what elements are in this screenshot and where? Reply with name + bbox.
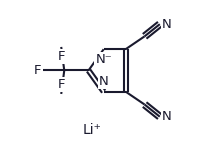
Text: N: N (162, 110, 172, 123)
Text: F: F (57, 50, 65, 63)
Text: F: F (57, 78, 65, 91)
Text: Li⁺: Li⁺ (83, 123, 102, 137)
Text: N: N (99, 75, 109, 88)
Text: N: N (162, 18, 172, 31)
Text: F: F (33, 64, 41, 77)
Text: N⁻: N⁻ (95, 53, 112, 66)
